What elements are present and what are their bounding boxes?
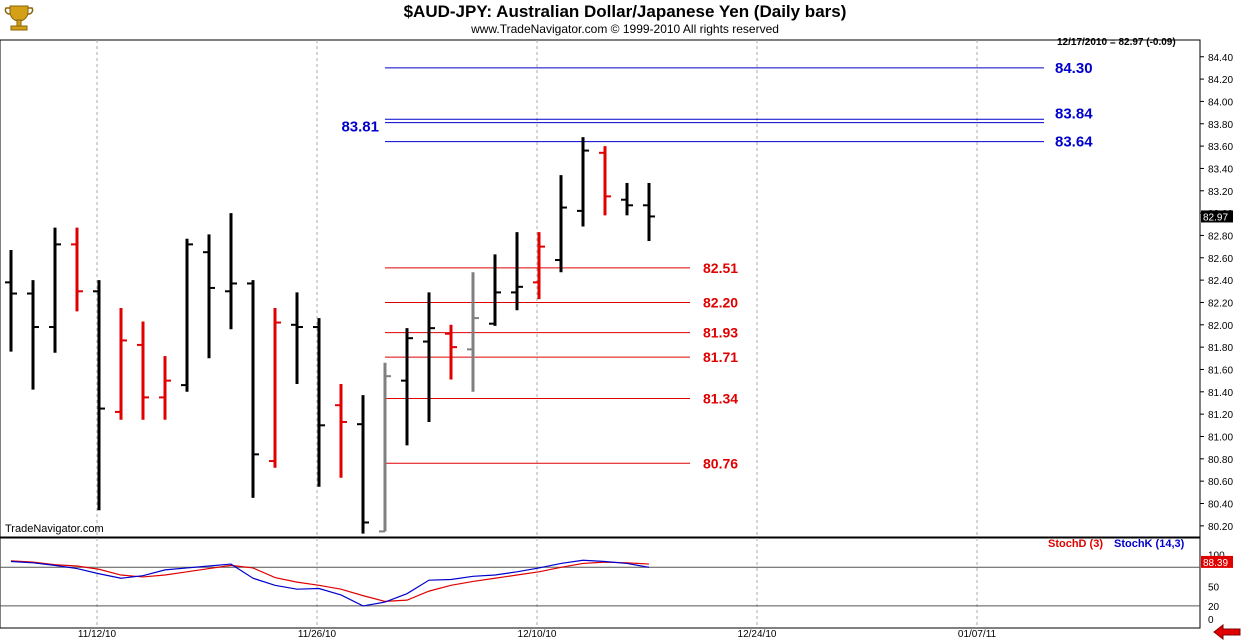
y-tick-label: 81.20	[1208, 410, 1233, 421]
x-tick-label: 12/24/10	[738, 629, 777, 640]
chart-title: $AUD-JPY: Australian Dollar/Japanese Yen…	[403, 2, 847, 21]
y-tick-label: 80.20	[1208, 522, 1233, 533]
level-label: 83.84	[1055, 105, 1093, 122]
level-label: 82.20	[703, 294, 738, 310]
y-tick-label: 82.80	[1208, 231, 1233, 242]
stoch-line	[10, 559, 650, 607]
stoch-last-box	[1201, 555, 1233, 568]
y-tick-label: 82.00	[1208, 321, 1233, 332]
last-price-label: 82.97	[1203, 212, 1228, 223]
chart-subtitle: www.TradeNavigator.com © 1999-2010 All r…	[471, 22, 779, 36]
y-tick-label: 81.00	[1208, 432, 1233, 443]
y-tick-label: 83.40	[1208, 164, 1233, 175]
y-tick-label: 84.40	[1208, 53, 1233, 64]
y-tick-label: 82.20	[1208, 298, 1233, 309]
stochd-legend: StochD (3)	[1048, 538, 1103, 550]
y-tick-label: 83.80	[1208, 120, 1233, 131]
last-price-box	[1201, 210, 1233, 223]
y-tick-label: 84.20	[1208, 75, 1233, 86]
y-tick-label: 81.60	[1208, 365, 1233, 376]
level-label: 83.64	[1055, 134, 1093, 151]
x-tick-label: 11/12/10	[78, 629, 117, 640]
stochastic-panel	[0, 537, 1201, 629]
x-tick-label: 12/10/10	[518, 629, 557, 640]
x-tick-label: 11/26/10	[298, 629, 337, 640]
watermark-text: TradeNavigator.com	[5, 523, 104, 535]
price-panel	[0, 39, 1201, 538]
y-tick-label: 80.80	[1208, 455, 1233, 466]
level-label: 84.30	[1055, 60, 1093, 77]
y-tick-label: 83.20	[1208, 187, 1233, 198]
level-label: 80.76	[703, 455, 738, 471]
stoch-last-label: 88.39	[1203, 558, 1228, 569]
level-label: 82.51	[703, 260, 738, 276]
y-tick-label: 81.80	[1208, 343, 1233, 354]
stoch-tick-label: 50	[1208, 583, 1220, 594]
level-label: 83.81	[341, 119, 379, 136]
left-arrow-icon[interactable]	[1212, 624, 1242, 640]
level-label: 81.93	[703, 325, 738, 341]
x-tick-label: 01/07/11	[958, 629, 997, 640]
stochk-legend: StochK (14,3)	[1114, 538, 1185, 550]
stoch-line	[10, 560, 650, 603]
y-tick-label: 81.40	[1208, 388, 1233, 399]
price-readout: 12/17/2010 = 82.97 (-0.09)	[1057, 37, 1176, 48]
stoch-tick-label: 0	[1208, 615, 1214, 626]
trading-cup-logo-icon	[4, 5, 34, 31]
y-tick-label: 80.60	[1208, 477, 1233, 488]
level-label: 81.34	[703, 391, 738, 407]
stoch-tick-label: 20	[1208, 602, 1220, 613]
y-tick-label: 82.40	[1208, 276, 1233, 287]
y-tick-label: 84.00	[1208, 97, 1233, 108]
level-label: 81.71	[703, 349, 738, 365]
y-tick-label: 82.60	[1208, 254, 1233, 265]
y-tick-label: 80.40	[1208, 499, 1233, 510]
y-tick-label: 83.60	[1208, 142, 1233, 153]
